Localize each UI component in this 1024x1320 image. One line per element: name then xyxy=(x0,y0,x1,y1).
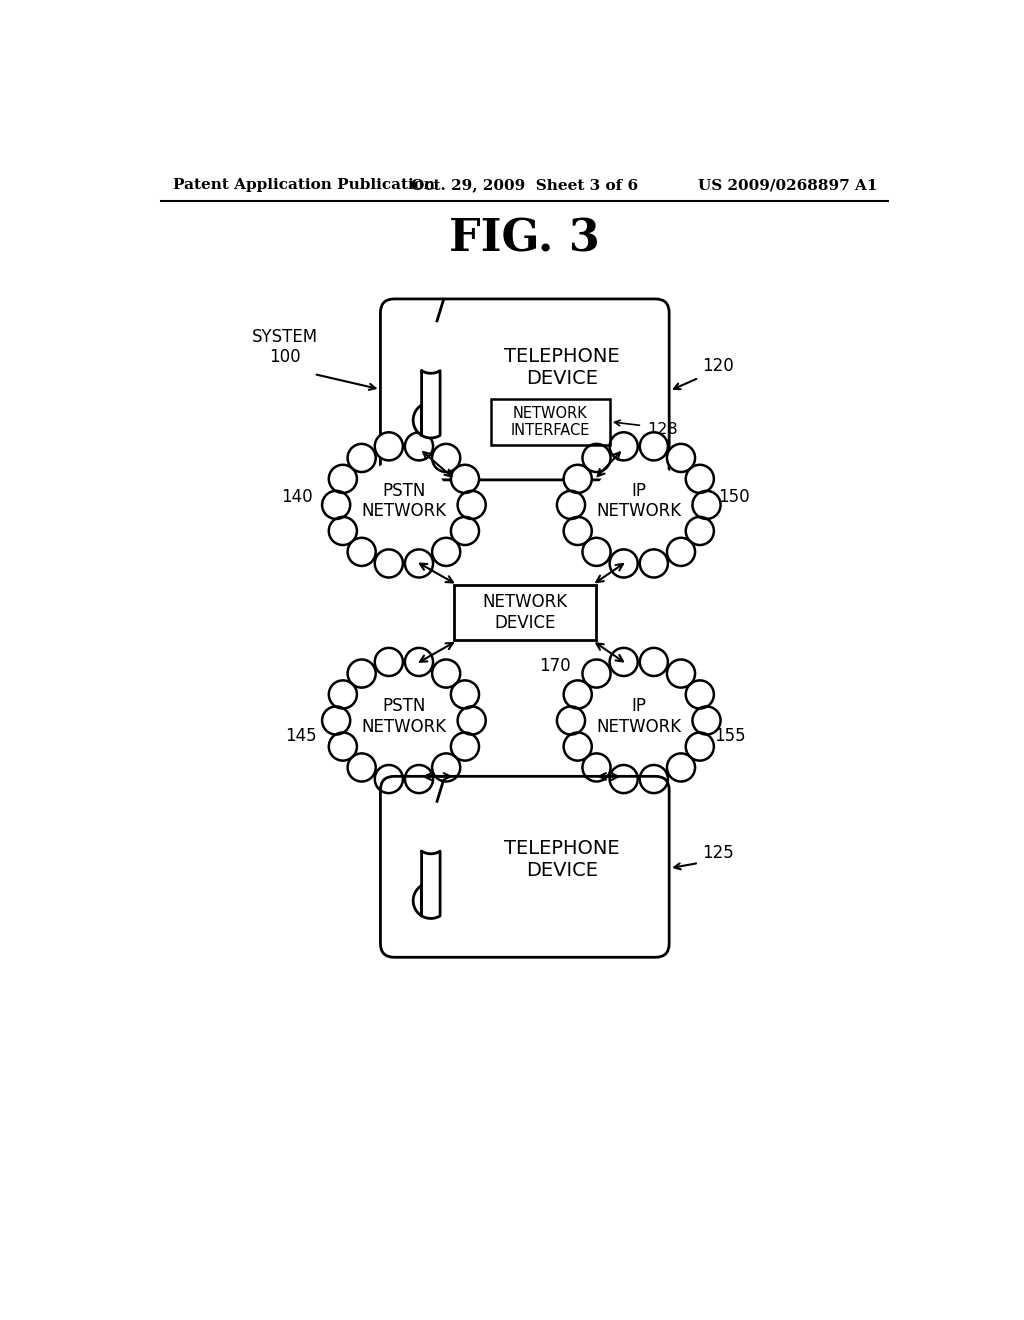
Ellipse shape xyxy=(413,883,449,919)
Circle shape xyxy=(583,754,610,781)
Circle shape xyxy=(594,676,684,766)
Circle shape xyxy=(347,444,376,473)
Text: TELEPHONE
DEVICE: TELEPHONE DEVICE xyxy=(504,347,620,388)
Text: SYSTEM
100: SYSTEM 100 xyxy=(252,327,317,367)
Text: PSTN
NETWORK: PSTN NETWORK xyxy=(361,697,446,737)
Circle shape xyxy=(686,465,714,492)
Bar xyxy=(454,585,596,640)
Text: 150: 150 xyxy=(718,488,750,506)
Circle shape xyxy=(432,660,460,688)
Bar xyxy=(490,399,610,445)
Circle shape xyxy=(686,680,714,709)
Text: IP
NETWORK: IP NETWORK xyxy=(596,697,681,737)
Circle shape xyxy=(563,680,592,709)
Circle shape xyxy=(557,491,585,519)
Circle shape xyxy=(609,766,638,793)
Circle shape xyxy=(451,517,479,545)
Ellipse shape xyxy=(413,338,449,374)
Text: US 2009/0268897 A1: US 2009/0268897 A1 xyxy=(698,178,878,193)
Text: 145: 145 xyxy=(286,727,316,744)
Circle shape xyxy=(458,491,485,519)
Circle shape xyxy=(686,517,714,545)
Circle shape xyxy=(404,549,433,578)
Text: NETWORK
INTERFACE: NETWORK INTERFACE xyxy=(511,405,590,438)
Text: 170: 170 xyxy=(539,657,570,676)
Circle shape xyxy=(563,733,592,760)
Text: 128: 128 xyxy=(647,422,678,437)
Text: NETWORK
DEVICE: NETWORK DEVICE xyxy=(482,593,567,632)
Circle shape xyxy=(404,432,433,461)
Circle shape xyxy=(563,517,592,545)
Circle shape xyxy=(432,444,460,473)
Circle shape xyxy=(583,444,610,473)
Circle shape xyxy=(609,432,638,461)
Circle shape xyxy=(347,754,376,781)
Circle shape xyxy=(323,491,350,519)
Text: FIG. 3: FIG. 3 xyxy=(450,218,600,261)
Circle shape xyxy=(609,549,638,578)
Circle shape xyxy=(667,660,695,688)
Circle shape xyxy=(667,537,695,566)
Circle shape xyxy=(329,465,357,492)
FancyBboxPatch shape xyxy=(381,298,669,480)
Text: 125: 125 xyxy=(701,843,733,862)
Circle shape xyxy=(686,733,714,760)
Text: IP
NETWORK: IP NETWORK xyxy=(596,482,681,520)
Circle shape xyxy=(329,733,357,760)
Circle shape xyxy=(347,660,376,688)
Circle shape xyxy=(594,459,684,550)
FancyBboxPatch shape xyxy=(381,776,669,957)
Circle shape xyxy=(557,706,585,734)
Circle shape xyxy=(609,648,638,676)
Circle shape xyxy=(563,465,592,492)
Circle shape xyxy=(358,676,449,766)
Circle shape xyxy=(667,754,695,781)
Circle shape xyxy=(375,766,402,793)
Circle shape xyxy=(583,660,610,688)
Circle shape xyxy=(667,444,695,473)
Circle shape xyxy=(375,549,402,578)
Ellipse shape xyxy=(413,403,449,438)
Circle shape xyxy=(404,648,433,676)
Circle shape xyxy=(451,465,479,492)
Circle shape xyxy=(347,537,376,566)
Circle shape xyxy=(451,733,479,760)
Text: Patent Application Publication: Patent Application Publication xyxy=(173,178,435,193)
Circle shape xyxy=(640,549,668,578)
Circle shape xyxy=(451,680,479,709)
Circle shape xyxy=(329,517,357,545)
Circle shape xyxy=(640,766,668,793)
Text: 155: 155 xyxy=(714,727,745,744)
Circle shape xyxy=(329,680,357,709)
Circle shape xyxy=(432,754,460,781)
Circle shape xyxy=(404,766,433,793)
Circle shape xyxy=(692,706,721,734)
Text: TELEPHONE
DEVICE: TELEPHONE DEVICE xyxy=(504,838,620,879)
Circle shape xyxy=(692,491,721,519)
Bar xyxy=(422,355,440,420)
Circle shape xyxy=(640,648,668,676)
Ellipse shape xyxy=(413,818,449,854)
Circle shape xyxy=(358,459,449,550)
Text: 140: 140 xyxy=(282,488,313,506)
Circle shape xyxy=(375,432,402,461)
Circle shape xyxy=(583,537,610,566)
Circle shape xyxy=(458,706,485,734)
Text: Oct. 29, 2009  Sheet 3 of 6: Oct. 29, 2009 Sheet 3 of 6 xyxy=(412,178,638,193)
Circle shape xyxy=(323,706,350,734)
Text: PSTN
NETWORK: PSTN NETWORK xyxy=(361,482,446,520)
Circle shape xyxy=(640,432,668,461)
Bar xyxy=(422,836,440,900)
Circle shape xyxy=(432,537,460,566)
Text: 120: 120 xyxy=(701,358,733,375)
Circle shape xyxy=(375,648,402,676)
